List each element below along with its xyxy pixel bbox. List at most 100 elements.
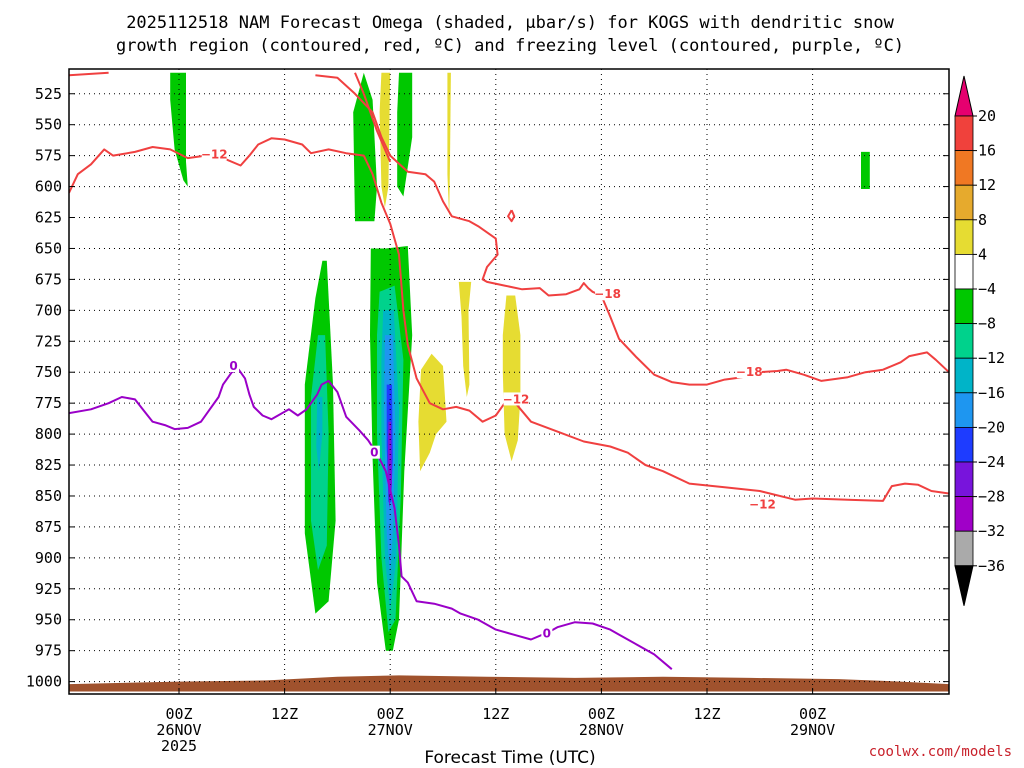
y-tick-label-725: 725 bbox=[35, 332, 62, 350]
contour-label-bg-5 bbox=[228, 359, 240, 373]
y-tick-label-625: 625 bbox=[35, 209, 62, 227]
colorbar-cell-1 bbox=[954, 115, 974, 151]
grid bbox=[69, 69, 949, 694]
contour-label-bg-0 bbox=[201, 147, 227, 161]
contour-fzl bbox=[69, 368, 673, 670]
y-tick-label-950: 950 bbox=[35, 611, 62, 629]
x-tick-label-24-2: 27NOV bbox=[368, 721, 413, 739]
y-tick-label-600: 600 bbox=[35, 178, 62, 196]
colorbar-cell-3 bbox=[954, 184, 974, 221]
contour-dgz-cell bbox=[507, 209, 516, 223]
watermark: coolwx.com/models bbox=[869, 744, 1012, 760]
y-tick-label-925: 925 bbox=[35, 580, 62, 598]
x-tick-label-0-1: 00Z bbox=[165, 705, 192, 723]
contour-label-4: −12 bbox=[749, 498, 776, 512]
y-tick-label-900: 900 bbox=[35, 549, 62, 567]
colorbar-cell-8 bbox=[954, 357, 974, 394]
contour-label-5: 0 bbox=[229, 359, 237, 373]
y-tick-label-525: 525 bbox=[35, 85, 62, 103]
x-axis-label: Forecast Time (UTC) bbox=[424, 748, 595, 768]
plot-frame bbox=[68, 68, 950, 695]
contour-labels: −12 −18 −12 −18 −12 0 0 0 bbox=[201, 147, 776, 640]
colorbar-cell-10 bbox=[954, 426, 974, 463]
colorbar-label-10: −24 bbox=[978, 453, 1005, 471]
colorbar-label-1: 16 bbox=[978, 142, 996, 160]
y-tick-label-700: 700 bbox=[35, 301, 62, 319]
contour-label-bg-4 bbox=[749, 497, 775, 511]
y-tick-label-1000: 1000 bbox=[26, 673, 62, 691]
x-tick-label-24-1: 00Z bbox=[377, 705, 404, 723]
x-tick-label-72-1: 00Z bbox=[799, 705, 826, 723]
colorbar-cell-5 bbox=[954, 253, 974, 290]
omega-shading bbox=[170, 72, 870, 651]
colorbar-cell-12 bbox=[954, 496, 974, 532]
colorbar-label-12: −32 bbox=[978, 522, 1005, 540]
colorbar-cell-6 bbox=[954, 288, 974, 324]
colorbar-cell-11 bbox=[954, 461, 974, 497]
x-tick-label-48-2: 28NOV bbox=[579, 721, 624, 739]
colorbar-label-7: −12 bbox=[978, 349, 1005, 367]
omega-region-y3 bbox=[418, 353, 447, 472]
colorbar-label-2: 12 bbox=[978, 176, 996, 194]
contour-label-bg-7 bbox=[541, 626, 553, 640]
colorbar: 20 16 12 8 4 −4 −8 −12 −16 −20 −24 −28 −32 −36 bbox=[954, 75, 1005, 606]
omega-region-g3 bbox=[397, 72, 413, 197]
x-tick-label-72-2: 29NOV bbox=[790, 721, 835, 739]
y-tick-label-975: 975 bbox=[35, 642, 62, 660]
chart-title-line2: growth region (contoured, red, ºC) and f… bbox=[116, 36, 904, 56]
contour-label-bg-1 bbox=[595, 287, 621, 301]
terrain bbox=[69, 675, 949, 692]
colorbar-label-5: −4 bbox=[978, 280, 996, 298]
contour-dgz-upper-right bbox=[354, 72, 392, 163]
x-tick-label-60-1: 12Z bbox=[693, 705, 720, 723]
colorbar-cell-13 bbox=[954, 530, 974, 567]
colorbar-cell-9 bbox=[954, 392, 974, 428]
y-tick-label-800: 800 bbox=[35, 425, 62, 443]
contour-label-bg-2 bbox=[503, 392, 529, 406]
contour-dgz-lower-arc bbox=[69, 71, 109, 77]
colorbar-cell-2 bbox=[954, 150, 974, 186]
omega-region-y2 bbox=[447, 72, 451, 218]
colorbar-label-3: 8 bbox=[978, 211, 987, 229]
colorbar-top-arrow bbox=[954, 75, 974, 117]
omega-region-y5 bbox=[502, 295, 521, 462]
y-tick-label-575: 575 bbox=[35, 147, 62, 165]
y-tick-label-550: 550 bbox=[35, 116, 62, 134]
y-tick-label-675: 675 bbox=[35, 270, 62, 288]
contour-label-bg-3 bbox=[736, 365, 762, 379]
y-tick-label-850: 850 bbox=[35, 487, 62, 505]
contour-label-6: 0 bbox=[370, 446, 378, 460]
colorbar-label-0: 20 bbox=[978, 107, 996, 125]
colorbar-label-11: −28 bbox=[978, 488, 1005, 506]
y-tick-label-750: 750 bbox=[35, 363, 62, 381]
y-tick-label-875: 875 bbox=[35, 518, 62, 536]
y-tick-label-775: 775 bbox=[35, 394, 62, 412]
contour-label-bg-6 bbox=[368, 445, 380, 459]
contour-label-0: −12 bbox=[201, 147, 228, 161]
omega-region-y1 bbox=[379, 72, 391, 208]
x-tick-label-0-2: 26NOV bbox=[156, 721, 201, 739]
contour-label-2: −12 bbox=[503, 392, 530, 406]
contour-label-1: −18 bbox=[594, 287, 621, 301]
chart-title-line1: 2025112518 NAM Forecast Omega (shaded, μ… bbox=[126, 13, 894, 33]
colorbar-cell-4 bbox=[954, 219, 974, 255]
colorbar-cell-7 bbox=[954, 323, 974, 359]
contour-label-7: 0 bbox=[543, 626, 551, 640]
colorbar-label-9: −20 bbox=[978, 418, 1005, 436]
colorbar-bottom-arrow bbox=[954, 565, 974, 606]
contour-dgz-mid bbox=[315, 74, 949, 386]
x-tick-label-48-1: 00Z bbox=[588, 705, 615, 723]
y-tick-label-650: 650 bbox=[35, 239, 62, 257]
colorbar-label-4: 4 bbox=[978, 245, 987, 263]
omega-region-g4 bbox=[861, 151, 870, 189]
x-tick-label-36-1: 12Z bbox=[482, 705, 509, 723]
omega-region-y4 bbox=[458, 281, 472, 397]
x-tick-label-12-1: 12Z bbox=[271, 705, 298, 723]
colorbar-label-6: −8 bbox=[978, 315, 996, 333]
y-tick-label-825: 825 bbox=[35, 456, 62, 474]
terrain-area bbox=[69, 675, 949, 692]
x-tick-label-0-3: 2025 bbox=[161, 737, 197, 755]
y-axis-ticks: 525 550 575 600 625 650 675 700 725 750 775 800 825 8… bbox=[26, 85, 949, 691]
